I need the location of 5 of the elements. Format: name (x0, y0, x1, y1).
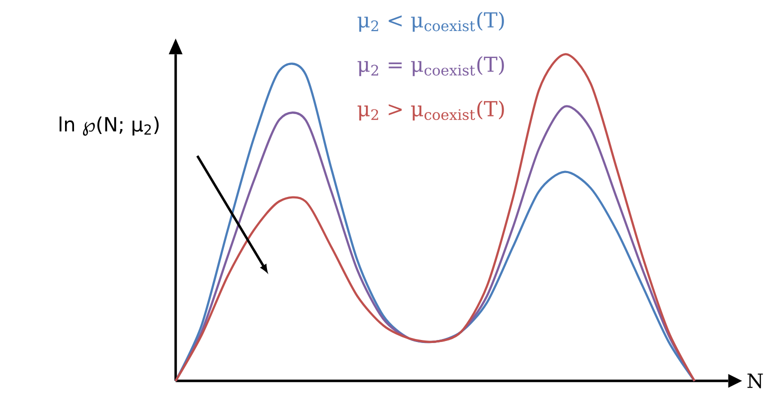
text: μ$_{2}$ = μ$_{coexist}$(T) (358, 56, 504, 76)
text: μ$_{2}$ < μ$_{coexist}$(T) (358, 12, 504, 32)
x-axis-title: N (747, 374, 763, 388)
y-axis-title: ln ℘(N; μ$_{2}$) (60, 116, 159, 136)
series-label: μ$_{2}$ > μ$_{coexist}$(T) (358, 100, 504, 121)
